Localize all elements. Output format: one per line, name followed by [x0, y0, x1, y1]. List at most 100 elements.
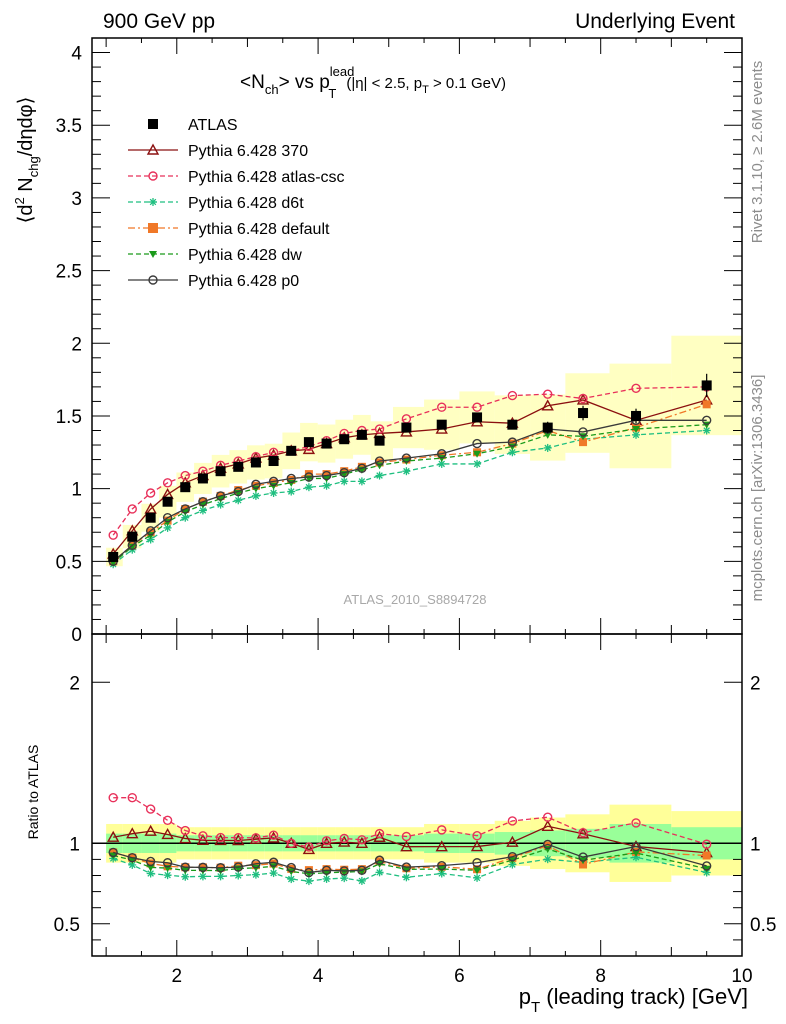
ratio-line-dw: [113, 848, 707, 875]
ratio-point-csc: [701, 839, 712, 849]
point-csc: [543, 389, 553, 399]
ratio-point-def: [304, 866, 313, 875]
data-point: [108, 551, 119, 562]
ratio-point-p370: [214, 833, 227, 846]
ratio-point-p0: [357, 865, 367, 876]
point-p0: [507, 437, 518, 447]
point-p0: [251, 479, 261, 489]
upper-uncertainty-bands: [106, 335, 742, 567]
ratio-point-p0: [215, 863, 226, 873]
ratio-point-csc: [437, 825, 447, 835]
ratio-point-dw: [473, 867, 482, 875]
legend-marker: [148, 171, 158, 181]
legend-label: ATLAS: [188, 117, 238, 134]
legend-marker: [146, 143, 160, 155]
ratio-tick-label-left: 0.5: [54, 915, 80, 936]
ratio-tick-label-right: 2: [750, 673, 761, 694]
y-tick-label: 3: [71, 189, 82, 210]
ratio-point-def: [322, 865, 331, 874]
point-d6t: [340, 477, 349, 486]
series-line-csc: [112, 386, 707, 536]
ratio-point-def: [543, 841, 552, 850]
ratio-point-csc: [233, 833, 243, 843]
point-d6t: [543, 443, 552, 452]
y-tick-label: 2.5: [56, 262, 82, 283]
point-csc: [374, 424, 385, 434]
ratio-point-csc: [507, 816, 518, 826]
ratio-point-d6t: [287, 875, 296, 884]
ratio-point-csc: [145, 804, 156, 814]
ratio-point-dw: [402, 866, 411, 874]
ratio-point-csc: [108, 793, 118, 803]
point-d6t: [287, 487, 296, 496]
legend-marker: [149, 251, 157, 258]
ratio-point-p0: [251, 859, 261, 869]
point-p0: [198, 497, 208, 507]
ratio-point-d6t: [375, 868, 384, 877]
point-def: [579, 438, 588, 447]
ratio-point-csc: [401, 831, 412, 842]
ratio-point-p370: [541, 819, 554, 831]
point-p370: [576, 393, 590, 405]
point-p0: [472, 438, 482, 449]
ratio-point-csc: [321, 836, 332, 846]
side-label-rivet: Rivet 3.1.10, ≥ 2.6M events: [749, 61, 766, 244]
ratio-tick-label-right: 1: [750, 834, 761, 855]
axis-ticks: 2 4 6 8 10 0 0.5 1 1.5 2 2.5 3 3.5 4 0.5 0.5 1 1 2 2: [54, 38, 776, 987]
y-tick-label: 3.5: [56, 116, 82, 137]
point-d6t: [322, 481, 331, 490]
ratio-point-p370: [320, 836, 333, 848]
point-csc: [180, 470, 190, 481]
ratio-line-csc: [113, 796, 707, 848]
point-csc: [472, 402, 482, 412]
x-tick-label: 10: [731, 966, 752, 987]
legend-label: Pythia 6.428 default: [188, 221, 330, 238]
point-csc: [631, 383, 641, 394]
ratio-point-p0: [437, 860, 447, 871]
data-point: [339, 434, 350, 445]
data-point: [507, 419, 518, 430]
legend-label: Pythia 6.428 p0: [188, 273, 299, 290]
ratio-point-csc: [162, 815, 173, 825]
ratio-point-p370: [179, 832, 192, 844]
x-axis-label: pT (leading track) [GeV]: [519, 984, 748, 1016]
ratio-point-p370: [126, 827, 139, 839]
point-d6t: [375, 471, 384, 480]
legend-marker: [148, 119, 158, 129]
ratio-point-dw: [128, 857, 137, 865]
series-line-d6t: [112, 429, 707, 565]
series-line-dw: [112, 424, 707, 564]
point-p0: [162, 513, 173, 523]
data-point: [321, 438, 332, 449]
ratio-point-d6t: [304, 877, 313, 886]
data-point: [286, 445, 297, 456]
point-p0: [215, 491, 226, 501]
legend-label: Pythia 6.428 atlas-csc: [188, 169, 345, 186]
legend-item-atlas: ATLAS: [148, 117, 238, 134]
point-d6t: [251, 491, 260, 500]
ratio-frame: [91, 633, 743, 957]
ratio-point-csc: [357, 835, 367, 845]
ratio-point-def: [146, 859, 155, 868]
y-tick-label: 4: [71, 44, 82, 65]
data-point: [162, 496, 173, 507]
y-tick-label: 1.5: [56, 407, 82, 428]
data-point: [374, 435, 385, 446]
header-right: Underlying Event: [575, 10, 735, 33]
ratio-point-p0: [578, 852, 588, 862]
data-point: [268, 456, 279, 467]
point-csc: [507, 390, 518, 401]
point-p0: [701, 415, 712, 426]
point-dw: [128, 543, 137, 551]
ratio-point-p0: [701, 861, 712, 871]
legend-item-def: Pythia 6.428 default: [128, 221, 330, 238]
ratio-tick-label-left: 1: [69, 834, 80, 855]
ratio-point-p370: [232, 834, 245, 846]
point-def: [702, 400, 711, 409]
ratio-point-d6t: [234, 871, 243, 880]
y-tick-label: 2: [71, 334, 82, 355]
legend-label: Pythia 6.428 d6t: [188, 195, 304, 212]
ratio-point-p0: [162, 858, 173, 868]
data-point: [250, 457, 261, 468]
ratio-line-p0: [113, 843, 707, 874]
